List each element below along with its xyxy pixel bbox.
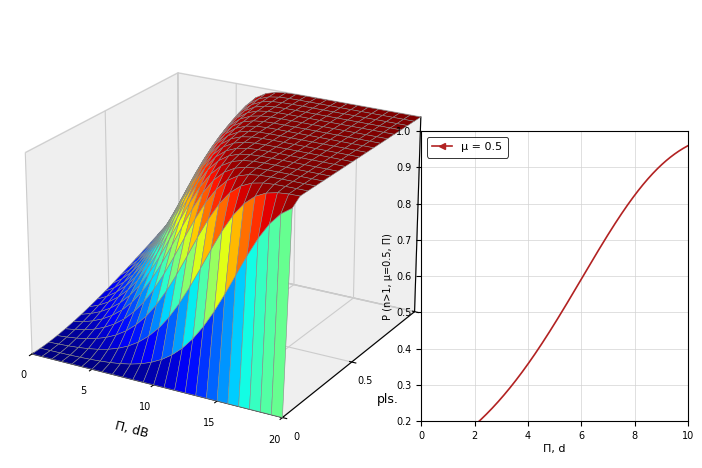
- Legend: μ = 0.5: μ = 0.5: [427, 137, 508, 158]
- Y-axis label: pls.: pls.: [378, 393, 399, 406]
- Y-axis label: P (n>1, μ=0.5, Π): P (n>1, μ=0.5, Π): [383, 233, 393, 320]
- X-axis label: Π, d: Π, d: [543, 444, 566, 453]
- X-axis label: Π, dB: Π, dB: [114, 419, 150, 440]
